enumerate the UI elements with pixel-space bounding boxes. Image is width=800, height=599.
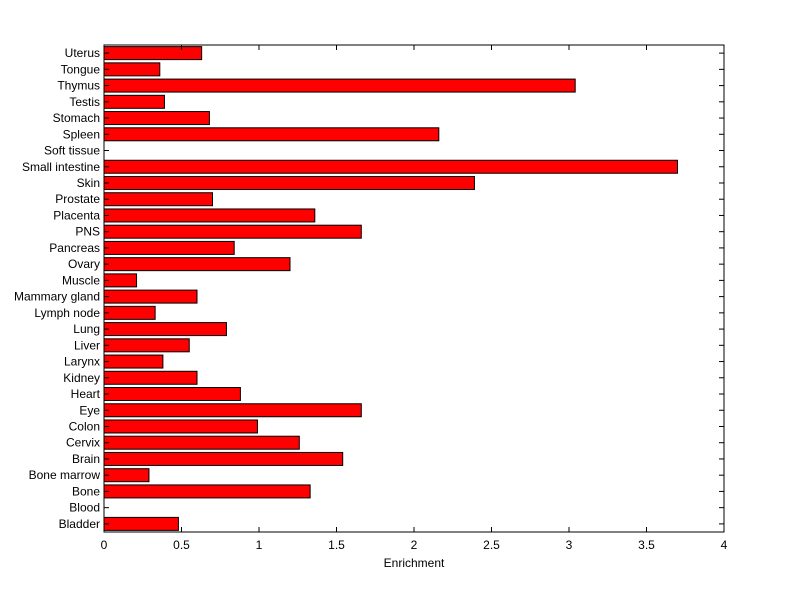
x-tick-label: 4 — [721, 538, 728, 552]
x-tick-labels: 0 0.5 1 1.5 2 2.5 3 3.5 4 — [101, 538, 728, 552]
y-tick-label-small-intestine: Small intestine — [22, 160, 100, 174]
y-tick-label-colon: Colon — [69, 419, 100, 433]
y-tick-label-prostate: Prostate — [55, 192, 100, 206]
bar-thymus — [103, 78, 576, 93]
y-tick-label-heart: Heart — [71, 387, 101, 401]
y-tick-label-eye: Eye — [79, 403, 100, 417]
x-tick-label: 2.5 — [483, 538, 500, 552]
y-tick-label-soft-tissue: Soft tissue — [44, 144, 100, 158]
y-tick-label-lung: Lung — [73, 322, 100, 336]
bar-tongue — [103, 62, 161, 77]
y-tick-label-bone: Bone — [72, 484, 100, 498]
y-tick-label-stomach: Stomach — [53, 111, 100, 125]
x-tick-label: 0.5 — [173, 538, 190, 552]
x-tick-label: 3.5 — [638, 538, 655, 552]
bar-bladder — [103, 516, 179, 531]
bar-skin — [103, 175, 475, 190]
x-tick-label: 2 — [411, 538, 418, 552]
x-axis-label: Enrichment — [384, 556, 445, 570]
bar-lymph-node — [103, 305, 156, 320]
bar-placenta — [103, 208, 316, 223]
y-tick-label-cervix: Cervix — [66, 436, 100, 450]
y-tick-label-tongue: Tongue — [61, 62, 101, 76]
bar-bone — [103, 484, 311, 499]
y-tick-label-bone-marrow: Bone marrow — [29, 468, 101, 482]
y-tick-label-placenta: Placenta — [53, 208, 100, 222]
y-tick-label-pns: PNS — [75, 225, 100, 239]
y-tick-label-spleen: Spleen — [63, 127, 100, 141]
bar-brain — [103, 451, 344, 466]
y-tick-label-kidney: Kidney — [63, 371, 100, 385]
bar-prostate — [103, 192, 213, 207]
y-tick-label-mammary-gland: Mammary gland — [14, 290, 100, 304]
bar-small-intestine — [103, 159, 678, 174]
bar-ovary — [103, 257, 291, 272]
bar-kidney — [103, 370, 198, 385]
y-tick-label-muscle: Muscle — [62, 273, 100, 287]
x-tick-label: 0 — [101, 538, 108, 552]
y-tick-label-pancreas: Pancreas — [49, 241, 100, 255]
ticks-group — [103, 45, 725, 532]
bar-eye — [103, 403, 362, 418]
bar-testis — [103, 94, 165, 109]
bar-liver — [103, 338, 190, 353]
y-tick-label-thymus: Thymus — [57, 79, 100, 93]
bar-uterus — [103, 46, 203, 61]
bar-spleen — [103, 127, 440, 142]
y-tick-label-blood: Blood — [69, 501, 100, 515]
bar-bone-marrow — [103, 468, 150, 483]
bar-stomach — [103, 111, 210, 126]
y-tick-label-ovary: Ovary — [68, 257, 100, 271]
x-tick-label: 3 — [566, 538, 573, 552]
y-tick-label-lymph-node: Lymph node — [34, 306, 100, 320]
bar-larynx — [103, 354, 164, 369]
bar-pancreas — [103, 240, 235, 255]
bar-lung — [103, 322, 227, 337]
y-tick-label-testis: Testis — [69, 95, 100, 109]
y-tick-label-skin: Skin — [77, 176, 100, 190]
bar-pns — [103, 224, 362, 239]
bar-colon — [103, 419, 258, 434]
bar-heart — [103, 387, 241, 402]
x-tick-label: 1.5 — [328, 538, 345, 552]
y-tick-label-bladder: Bladder — [59, 517, 100, 531]
y-tick-label-brain: Brain — [72, 452, 100, 466]
y-tick-label-larynx: Larynx — [64, 355, 100, 369]
bar-cervix — [103, 435, 300, 450]
y-tick-label-uterus: Uterus — [65, 46, 100, 60]
bars-group — [103, 46, 678, 531]
y-tick-label-liver: Liver — [74, 338, 100, 352]
bar-mammary-gland — [103, 289, 198, 304]
x-tick-label: 1 — [256, 538, 263, 552]
y-tick-labels: Bladder Blood Bone Bone marrow Brain Cervix Co… — [14, 46, 101, 531]
